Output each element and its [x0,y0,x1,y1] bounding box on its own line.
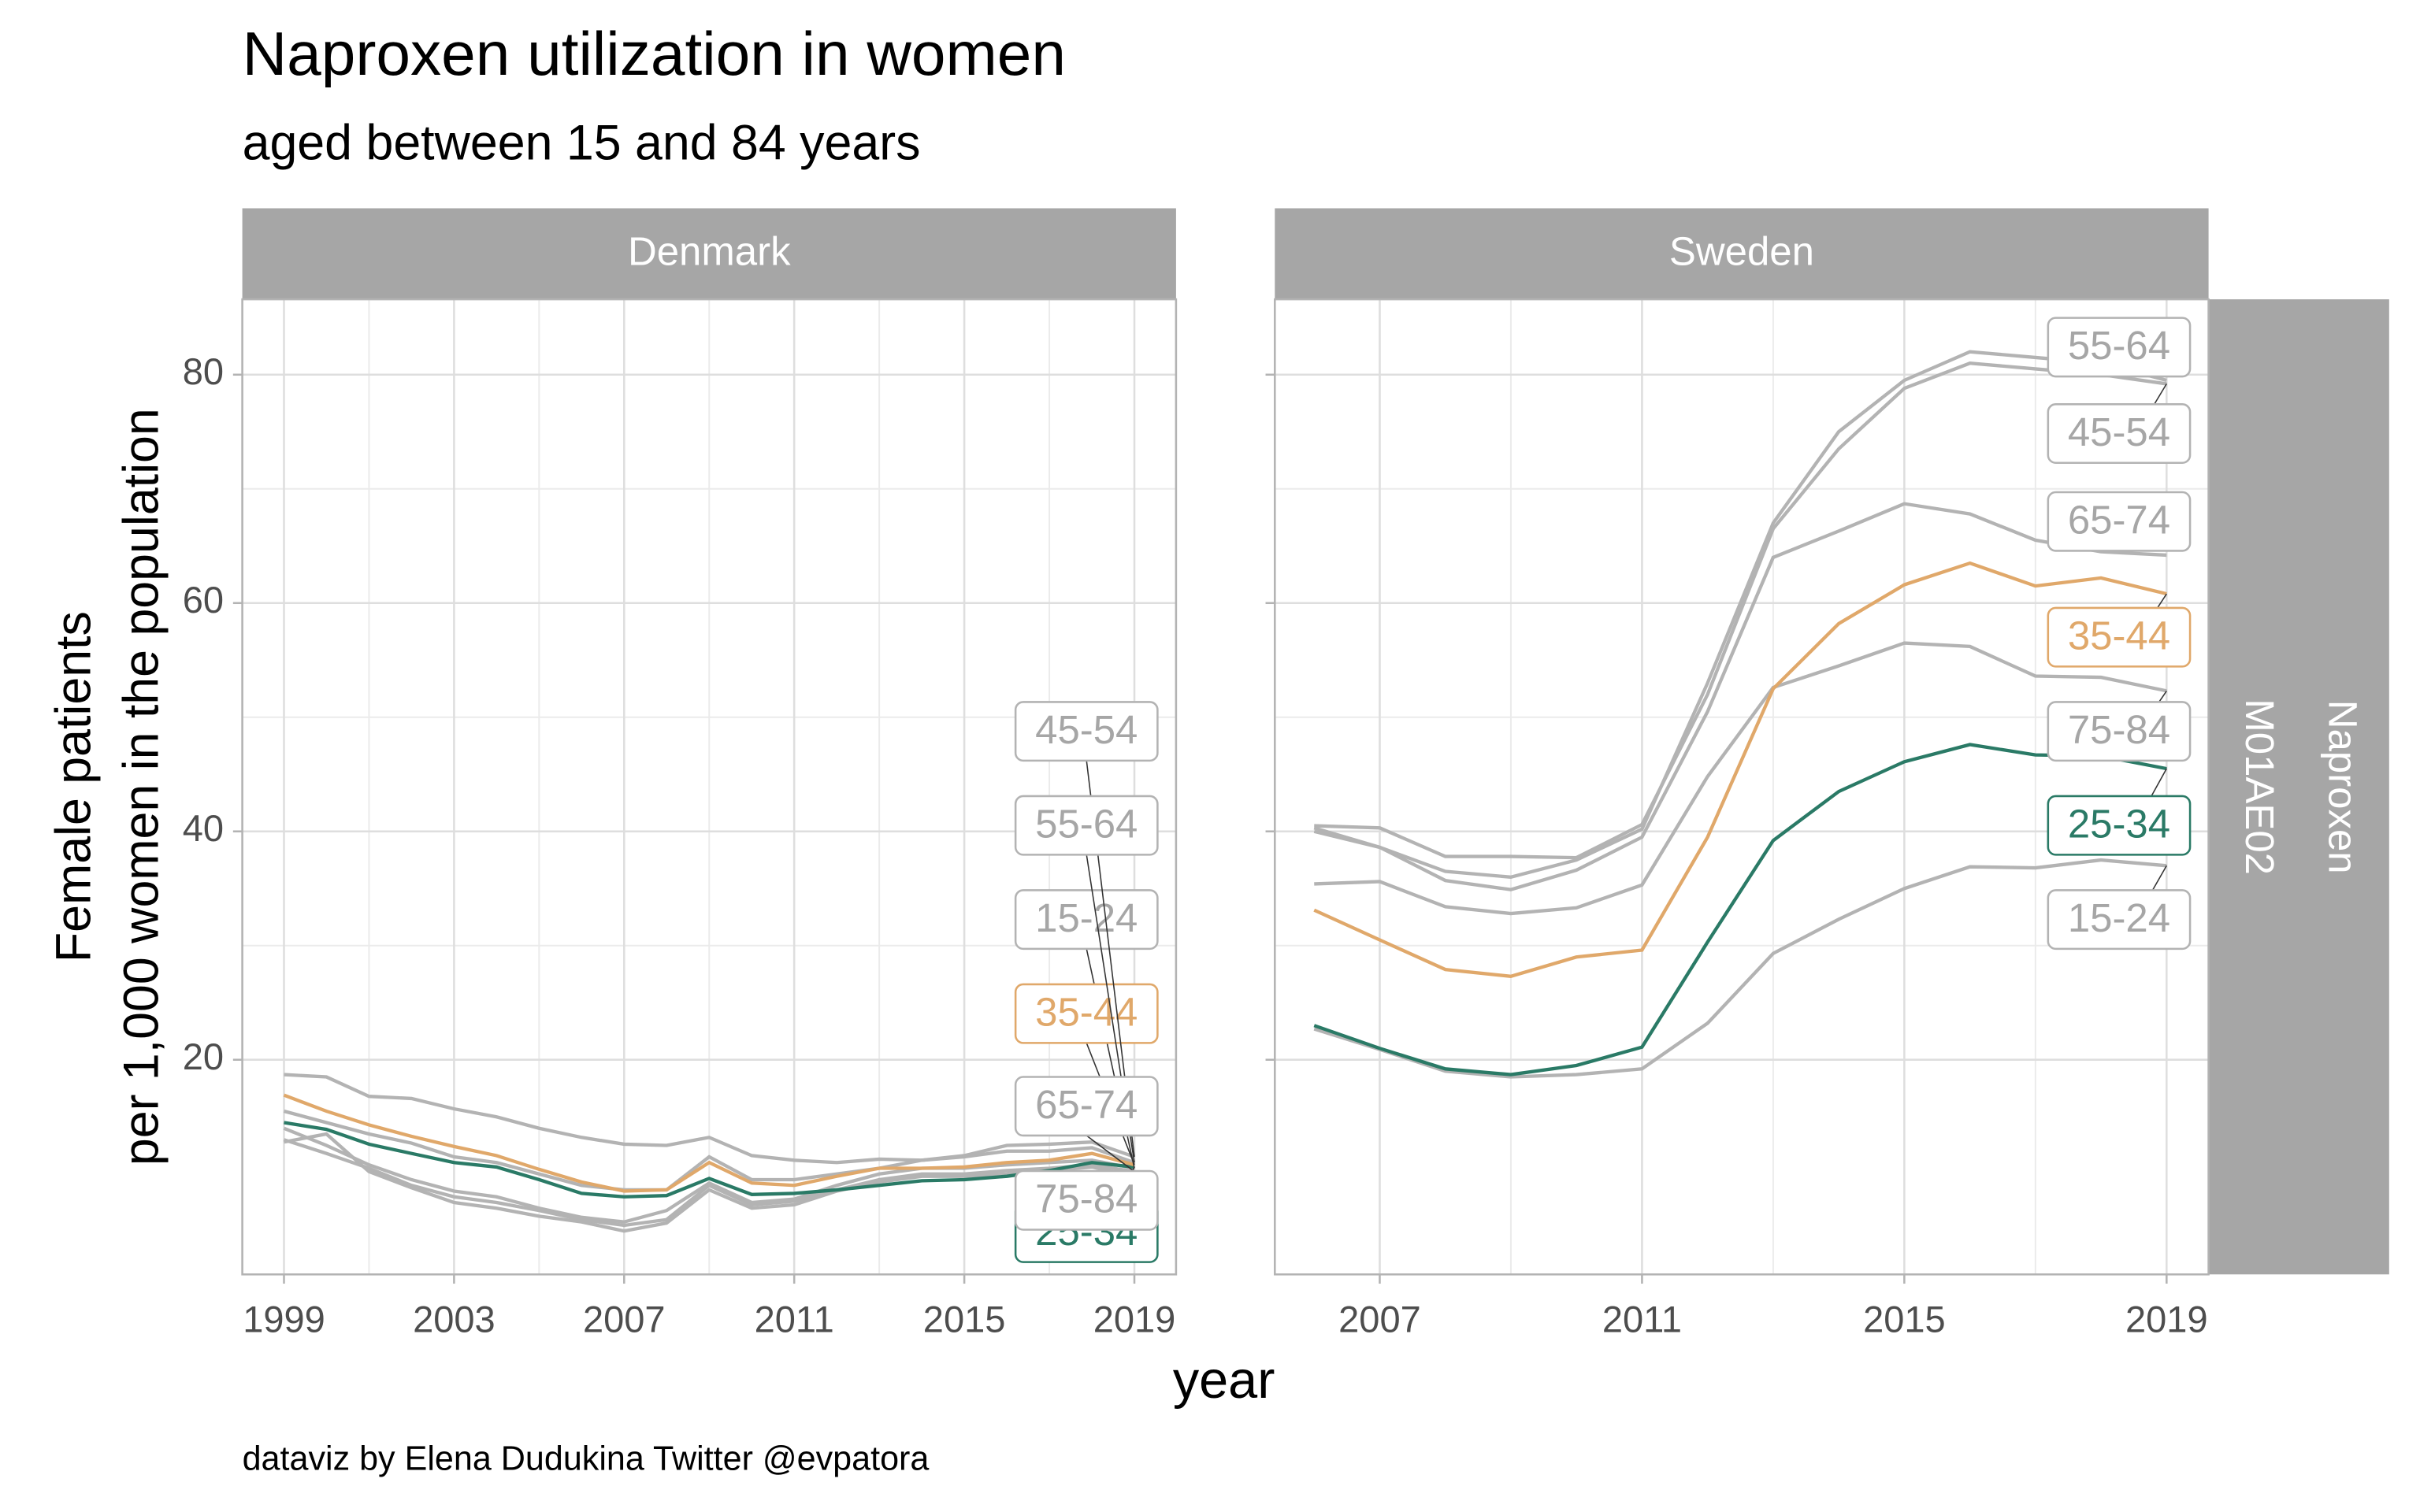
label-box [1014,889,1159,951]
series-line [284,1132,1135,1233]
x-tick-label: 2007 [583,1298,666,1340]
series-label: 25-34 [2047,768,2192,856]
legend-label: 55-64 [2068,323,2170,368]
series-line [283,1093,1135,1193]
series-label: 35-44 [1014,983,1159,1166]
legend-label: 35-44 [2068,613,2170,658]
x-tick-label: 2011 [755,1298,834,1340]
x-tick-label: 2007 [1338,1298,1421,1340]
label-box [1014,701,1159,762]
y-tick-label: 80 [183,350,224,392]
series-label: 45-54 [2047,383,2192,465]
y-tick-label: 20 [183,1036,224,1077]
y-axis-title: Female patients [46,611,102,962]
series-label: 55-64 [2047,317,2192,378]
legend-label: 45-54 [1035,707,1138,752]
chart-subtitle: aged between 15 and 84 years [243,116,921,171]
x-tick-label: 2003 [413,1298,496,1340]
panel-border [241,298,1178,1276]
label-box [1014,1169,1159,1231]
legend-label: 45-54 [2068,410,2170,454]
label-box [1014,983,1159,1044]
series-label: 65-74 [1014,1076,1159,1173]
series-line [1313,350,2167,879]
x-tick-label: 2019 [1093,1298,1176,1340]
x-tick-label: 2015 [923,1298,1006,1340]
label-box [2047,491,2192,552]
facet-strip [242,208,1176,300]
label-box [2047,317,2192,378]
legend-label: 65-74 [2068,498,2170,543]
series-label: 55-64 [1014,795,1159,1163]
label-box [2047,889,2192,951]
row-strip-label: Naproxen [2321,700,2366,874]
x-tick-label: 2015 [1863,1298,1946,1340]
facet-strip-label: Sweden [1669,229,1814,274]
label-connector [1086,1135,1135,1173]
series-label: 35-44 [2047,593,2192,668]
legend-label: 35-44 [1035,990,1138,1035]
label-box [2047,701,2192,762]
series-line [283,1126,1135,1224]
series-label: 45-54 [1014,701,1159,1158]
label-box [2047,795,2192,856]
series-label: 65-74 [2047,491,2192,552]
y-tick-label: 60 [183,579,224,621]
series-line [1313,858,2167,1079]
x-axis-title: year [1173,1351,1275,1410]
series-line [1314,641,2167,916]
legend-label: 75-84 [2068,707,2170,752]
series-line [1313,502,2167,891]
facet-strip [1275,208,2209,300]
y-tick-label: 40 [183,807,224,849]
y-axis-title: per 1,000 women in the population [114,408,169,1166]
series-line [284,1073,1135,1165]
series-line [283,1138,1135,1228]
x-tick-label: 2019 [2125,1298,2208,1340]
panel-border [1274,298,2210,1276]
legend-label: 55-64 [1035,802,1138,847]
label-box [1014,795,1159,856]
series-label: 75-84 [1014,1169,1159,1231]
series-line [284,1121,1135,1199]
row-strip [2208,299,2389,1275]
legend-label: 15-24 [2068,895,2170,940]
label-box [2047,403,2192,465]
chart-title: Naproxen utilization in women [243,19,1066,88]
series-line [283,1109,1135,1192]
legend-label: 15-24 [1035,895,1138,940]
x-tick-label: 1999 [243,1298,325,1340]
series-label: 75-84 [2047,690,2192,762]
label-box [2047,606,2192,668]
series-line [1313,561,2167,978]
label-box [1014,1076,1159,1137]
legend-label: 65-74 [1035,1082,1138,1127]
series-line [1313,743,2167,1077]
caption: dataviz by Elena Dudukina Twitter @evpat… [243,1440,930,1478]
series-label: 15-24 [2047,865,2192,951]
facet-strip-label: Denmark [628,229,791,274]
legend-label: 75-84 [1035,1177,1138,1221]
series-label: 15-24 [1014,889,1159,1169]
legend-label: 25-34 [2068,802,2170,847]
x-tick-label: 2011 [1602,1298,1682,1340]
series-line [1314,361,2167,860]
row-strip-label: M01AE02 [2237,699,2282,875]
